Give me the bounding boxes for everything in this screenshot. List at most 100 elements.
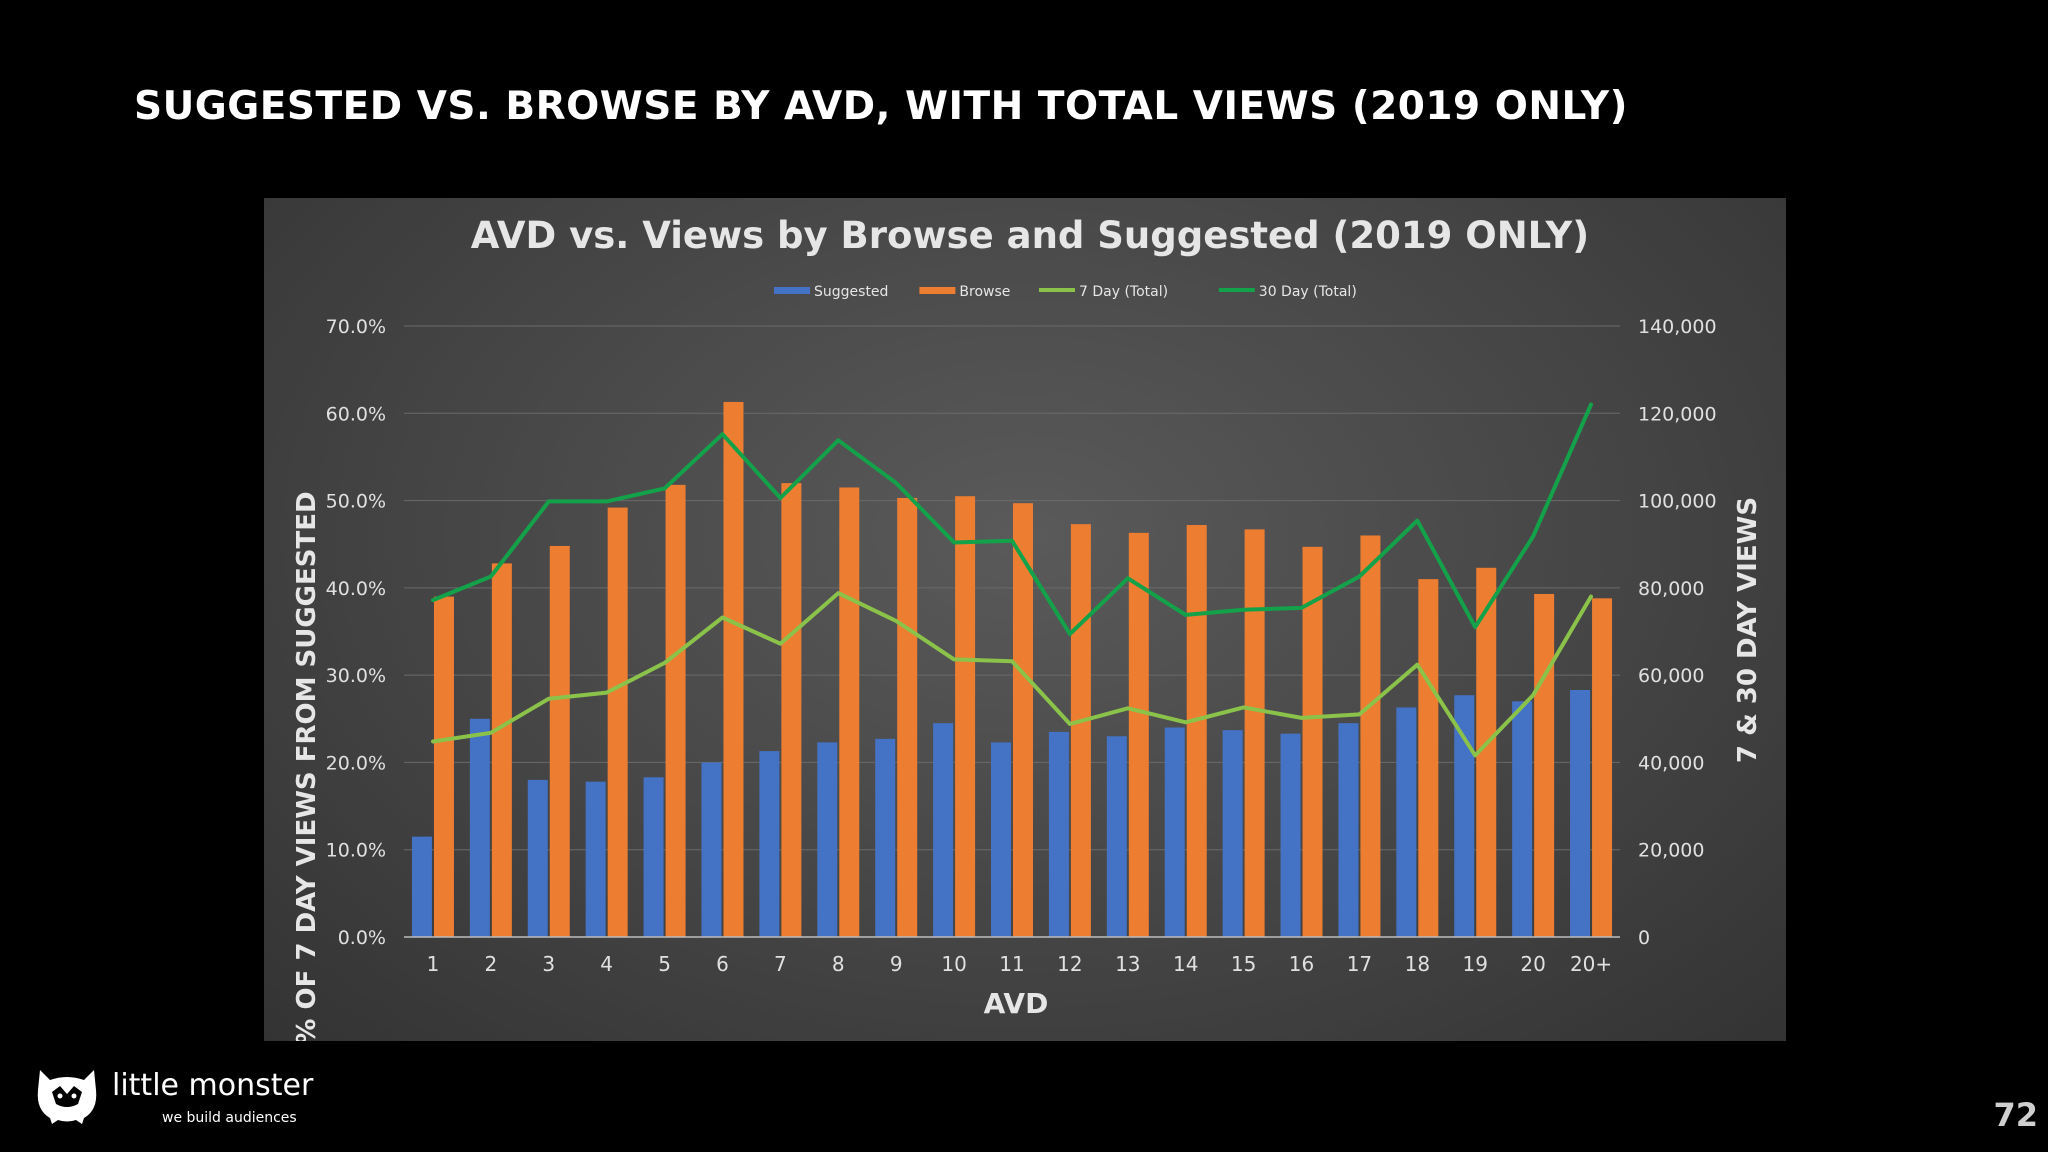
bar-suggested <box>875 738 896 937</box>
y2-tick-label: 40,000 <box>1638 752 1704 774</box>
y-tick-label: 20.0% <box>326 752 386 774</box>
bar-browse <box>1360 535 1381 937</box>
bar-suggested <box>1570 689 1591 937</box>
bar-browse <box>491 563 512 937</box>
bar-suggested <box>585 781 606 937</box>
bar-suggested <box>701 762 722 937</box>
brand-tagline: we build audiences <box>162 1110 297 1126</box>
x-tick-label: 6 <box>716 952 729 976</box>
x-tick-label: 19 <box>1463 952 1488 976</box>
bar-browse <box>1128 532 1149 937</box>
x-tick-label: 10 <box>941 952 966 976</box>
bar-browse <box>1534 593 1555 937</box>
bar-browse <box>1302 546 1323 937</box>
bar-browse <box>839 487 860 937</box>
x-tick-label: 11 <box>999 952 1024 976</box>
legend-label: 7 Day (Total) <box>1079 284 1168 300</box>
x-tick-label: 13 <box>1115 952 1140 976</box>
bar-browse <box>1186 525 1207 937</box>
y-tick-label: 0.0% <box>338 927 386 949</box>
bar-browse <box>897 497 918 937</box>
legend-swatch <box>919 287 956 294</box>
y-axis-label: % OF 7 DAY VIEWS FROM SUGGESTED <box>292 491 322 1041</box>
bar-suggested <box>1222 730 1243 937</box>
legend-item: Browse <box>919 284 1010 300</box>
x-tick-label: 14 <box>1173 952 1198 976</box>
x-tick-label: 20 <box>1520 952 1545 976</box>
y2-tick-label: 120,000 <box>1638 403 1717 425</box>
bar-suggested <box>469 718 490 937</box>
bar-suggested <box>1512 701 1533 937</box>
line-7-day-total- <box>431 591 1593 758</box>
bar-suggested <box>411 836 432 937</box>
x-tick-label: 16 <box>1289 952 1314 976</box>
bar-suggested <box>817 742 838 937</box>
bar-browse <box>549 545 570 937</box>
line-30-day-total- <box>431 402 1593 637</box>
y2-tick-label: 0 <box>1638 927 1650 949</box>
brand-name: little monster <box>112 1068 314 1103</box>
bar-browse <box>723 401 744 937</box>
x-tick-label: 8 <box>832 952 845 976</box>
chart-legend: Suggested Browse 7 Day (Total) 30 Day (Tota… <box>774 284 1357 300</box>
x-tick-label: 3 <box>542 952 555 976</box>
x-tick-label: 15 <box>1231 952 1256 976</box>
bar-suggested <box>527 779 548 937</box>
x-tick-label: 4 <box>600 952 613 976</box>
chart-panel: AVD vs. Views by Browse and Suggested (2… <box>264 198 1786 1041</box>
x-tick-label: 20+ <box>1570 952 1612 976</box>
legend-label: Browse <box>959 284 1010 300</box>
bar-browse <box>955 496 976 937</box>
y-tick-label: 40.0% <box>326 578 386 600</box>
y-tick-label: 70.0% <box>326 316 386 338</box>
y-tick-label: 30.0% <box>326 665 386 687</box>
bar-suggested <box>643 777 664 937</box>
y-tick-label: 10.0% <box>326 840 386 862</box>
chart-title: AVD vs. Views by Browse and Suggested (2… <box>471 214 1589 257</box>
bar-browse <box>781 483 802 937</box>
y-tick-label: 60.0% <box>326 403 386 425</box>
bar-suggested <box>1280 733 1301 937</box>
x-tick-label: 5 <box>658 952 671 976</box>
y2-tick-label: 140,000 <box>1638 316 1717 338</box>
bar-suggested <box>759 751 780 937</box>
x-tick-label: 17 <box>1347 952 1372 976</box>
bar-browse <box>1592 598 1613 937</box>
bar-browse <box>1476 567 1497 937</box>
x-tick-label: 7 <box>774 952 787 976</box>
bar-suggested <box>1396 707 1417 937</box>
bar-browse <box>665 484 686 937</box>
page-number: 72 <box>1993 1096 2038 1134</box>
axes: 0.0% 10.0% 20.0% 30.0% 40.0% 50.0% 60.0% 70.0% 0… <box>326 316 1717 976</box>
y2-tick-label: 100,000 <box>1638 491 1717 513</box>
x-tick-label: 1 <box>427 952 440 976</box>
bar-suggested <box>1048 731 1069 937</box>
y2-tick-label: 80,000 <box>1638 578 1704 600</box>
x-tick-label: 2 <box>484 952 497 976</box>
x-tick-label: 9 <box>890 952 903 976</box>
bar-browse <box>607 507 628 937</box>
x-tick-label: 18 <box>1405 952 1430 976</box>
y2-axis-label: 7 & 30 DAY VIEWS <box>1733 497 1763 763</box>
x-axis-label: AVD <box>984 987 1049 1020</box>
bar-browse <box>1070 524 1091 937</box>
legend-item: Suggested <box>774 284 888 300</box>
monster-logo-icon <box>37 1070 97 1124</box>
slide-title: SUGGESTED VS. BROWSE BY AVD, WITH TOTAL … <box>134 84 1628 129</box>
y2-tick-label: 60,000 <box>1638 665 1704 687</box>
bar-suggested <box>991 742 1011 937</box>
bar-browse <box>433 596 454 937</box>
legend-item: 7 Day (Total) <box>1039 284 1168 300</box>
bar-suggested <box>1106 736 1127 937</box>
bars <box>411 401 1613 937</box>
bar-suggested <box>933 723 954 937</box>
bar-suggested <box>1164 727 1185 937</box>
legend-swatch <box>774 287 810 294</box>
bar-suggested <box>1338 723 1359 937</box>
bar-browse <box>1013 503 1033 937</box>
bar-suggested <box>1454 695 1475 937</box>
y-tick-label: 50.0% <box>326 491 386 513</box>
legend-label: 30 Day (Total) <box>1259 284 1357 300</box>
bar-browse <box>1244 529 1265 937</box>
bar-browse <box>1418 579 1439 937</box>
